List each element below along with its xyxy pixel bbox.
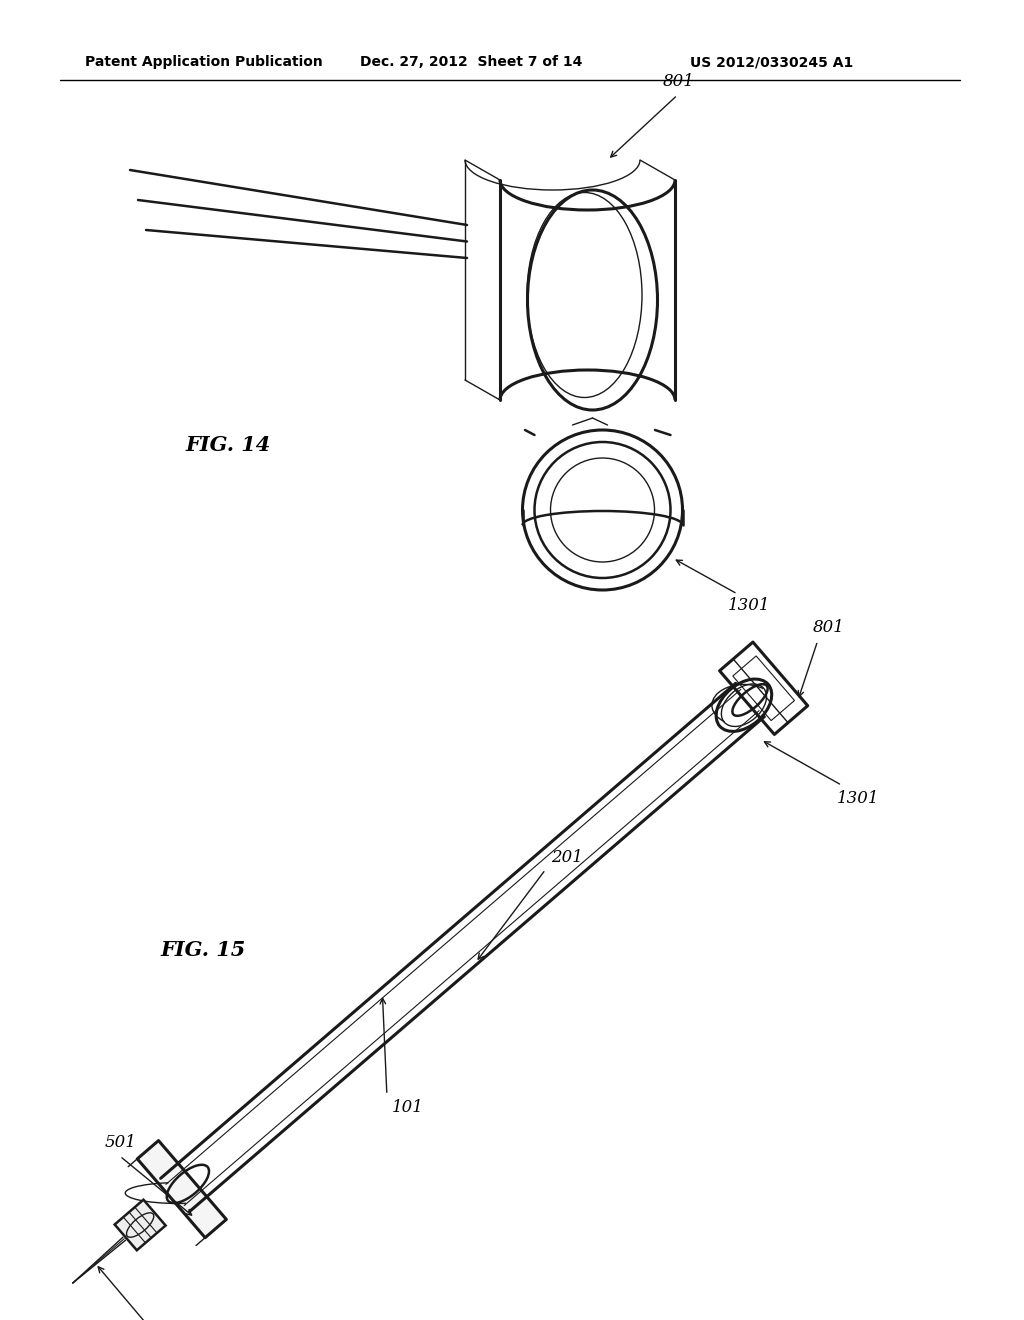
- Polygon shape: [137, 1140, 226, 1238]
- Text: US 2012/0330245 A1: US 2012/0330245 A1: [690, 55, 853, 69]
- Text: 801: 801: [813, 619, 845, 636]
- Text: Patent Application Publication: Patent Application Publication: [85, 55, 323, 69]
- Text: Dec. 27, 2012  Sheet 7 of 14: Dec. 27, 2012 Sheet 7 of 14: [360, 55, 583, 69]
- Text: 501: 501: [104, 1134, 136, 1151]
- Polygon shape: [115, 1200, 166, 1250]
- Text: FIG. 15: FIG. 15: [160, 940, 246, 960]
- Text: 201: 201: [551, 849, 583, 866]
- Text: 1301: 1301: [727, 598, 770, 615]
- Text: FIG. 14: FIG. 14: [185, 436, 270, 455]
- Text: 1301: 1301: [837, 789, 880, 807]
- Text: 801: 801: [663, 74, 694, 91]
- Text: 101: 101: [392, 1098, 424, 1115]
